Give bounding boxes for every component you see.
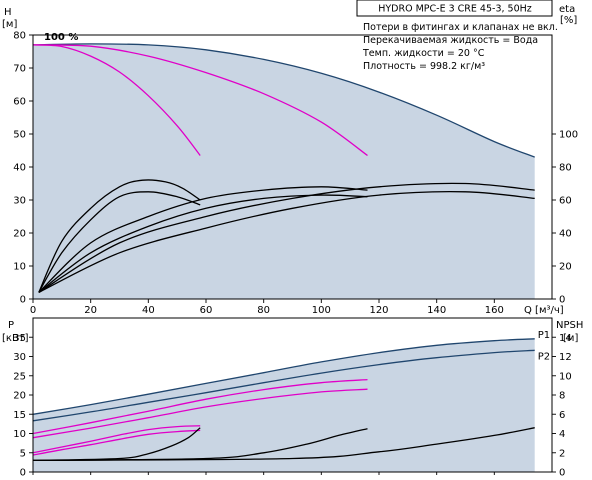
y-axis-unit-left: [кВт] (2, 333, 29, 344)
curve-power-reduced (32, 429, 201, 456)
operating-range-area (33, 338, 535, 472)
curve-label-p1: P1 (538, 330, 550, 341)
left-tick-label: 20 (13, 391, 26, 402)
y-axis-unit-left: [м] (2, 19, 17, 30)
x-tick-label: 20 (84, 305, 97, 316)
right-tick-label: 0 (559, 468, 565, 479)
info-line: Темп. жидкости = 20 °C (362, 48, 485, 59)
power-npsh-panel: 0 5 10 15 20 25 30 35 0 2 4 6 8 10 12 14 P [кВт] NPSH [м] P1… (2, 317, 583, 479)
left-tick-label: 30 (13, 352, 26, 363)
x-axis-label: Q [м³/ч] (524, 305, 564, 316)
left-tick-label: 80 (13, 31, 26, 42)
curve-head-reduced (32, 44, 201, 156)
left-tick-label: 70 (13, 64, 26, 75)
curve-power-max (32, 349, 535, 422)
right-tick-label: 14 (559, 333, 572, 344)
left-tick-label: 50 (13, 130, 26, 141)
x-tick-label: 80 (257, 305, 270, 316)
curve-head-reduced (32, 44, 368, 157)
x-tick-label: 60 (200, 305, 213, 316)
y-axis-label-right: NPSH (556, 320, 583, 331)
left-tick-label: 60 (13, 97, 26, 108)
right-tick-label: 2 (559, 448, 565, 459)
model-name-box (356, 0, 553, 17)
operating-range-area (33, 43, 535, 299)
right-tick-label: 6 (559, 410, 565, 421)
head-efficiency-panel: 0 10 20 30 40 50 60 70 80 0 20 40 60 80 100 0 20 40 60 80 10… (2, 0, 578, 475)
curve-eta (38, 191, 201, 293)
left-tick-label: 30 (13, 196, 26, 207)
curve-eta (38, 190, 535, 293)
right-tick-label: 0 (559, 295, 565, 306)
right-tick-label: 4 (559, 429, 565, 440)
x-tick-label: 40 (142, 305, 155, 316)
right-tick-label: 10 (559, 371, 572, 382)
curve-eta (38, 182, 535, 293)
y-axis-label-right: eta (559, 4, 575, 15)
x-tick-label: 0 (30, 305, 36, 316)
y-axis-unit-right: [м] (563, 333, 578, 344)
right-tick-label: 20 (559, 262, 572, 273)
left-tick-label: 0 (20, 295, 26, 306)
left-tick-label: 5 (20, 448, 26, 459)
x-tick-label: 140 (427, 305, 446, 316)
curve-eta (38, 179, 201, 293)
left-tick-label: 10 (13, 429, 26, 440)
x-tick-label: 100 (312, 305, 331, 316)
x-tick-label: 160 (485, 305, 504, 316)
y-axis-label-left: P (8, 320, 14, 331)
right-tick-label: 60 (559, 196, 572, 207)
right-tick-label: 100 (559, 130, 578, 141)
curve-label-p2: P2 (538, 351, 550, 362)
curve-head-max (32, 43, 535, 158)
left-tick-label: 40 (13, 163, 26, 174)
x-tick-label: 120 (369, 305, 388, 316)
info-line: Плотность = 998.2 кг/м³ (363, 61, 485, 72)
y-axis-unit-right: [%] (560, 15, 577, 26)
left-tick-label: 35 (13, 333, 26, 344)
curve-power-reduced (32, 378, 368, 435)
curve-npsh (32, 427, 535, 462)
left-tick-label: 20 (13, 229, 26, 240)
curve-power-reduced (32, 388, 368, 439)
left-tick-label: 15 (13, 410, 26, 421)
right-tick-label: 8 (559, 391, 565, 402)
right-tick-label: 12 (559, 352, 572, 363)
right-tick-label: 80 (559, 163, 572, 174)
y-axis-label-left: H (4, 7, 12, 18)
model-name: HYDRO MPC-E 3 CRE 45-3, 50Hz (378, 4, 532, 15)
info-line: Потери в фитингах и клапанах не вкл. (363, 22, 558, 33)
left-tick-label: 25 (13, 371, 26, 382)
left-tick-label: 10 (13, 262, 26, 273)
left-tick-label: 0 (20, 468, 26, 479)
curve-eta (38, 186, 368, 293)
info-line: Перекачиваемая жидкость = Вода (363, 35, 538, 46)
curve-npsh (32, 427, 201, 462)
curve-eta (38, 194, 368, 293)
speed-annotation: 100 % (44, 32, 78, 43)
right-tick-label: 40 (559, 229, 572, 240)
curve-power-max (32, 338, 535, 415)
curve-power-reduced (32, 425, 201, 454)
